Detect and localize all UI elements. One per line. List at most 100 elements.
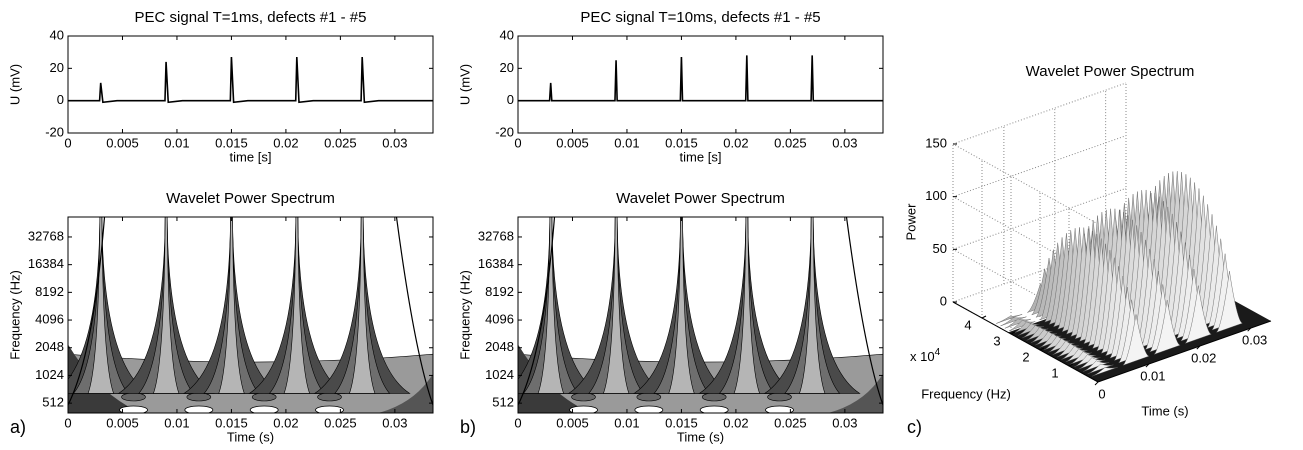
x-tick <box>1145 363 1150 368</box>
plume <box>537 217 565 394</box>
plume <box>348 217 376 394</box>
plume <box>602 217 630 394</box>
x-tick-label: 0.03 <box>832 415 857 430</box>
surface-slice <box>1035 331 1062 346</box>
panel-label: b) <box>460 417 476 437</box>
low-freq-blob <box>636 392 662 402</box>
low-freq-blob <box>186 392 212 402</box>
y-tick-label: 3 <box>993 333 1000 348</box>
y-tick-label: 2 <box>1022 349 1029 364</box>
y-tick-label: 40 <box>500 27 514 42</box>
x-tick-label: 0.01 <box>1140 368 1165 383</box>
surface-slice <box>1065 348 1092 363</box>
cone-of-influence <box>518 217 556 406</box>
x-tick-label: 0.025 <box>324 415 357 430</box>
y-tick-label: 20 <box>500 60 514 75</box>
x-tick-label: 0.015 <box>665 135 698 150</box>
x-tick-label: 0.025 <box>774 135 807 150</box>
surface-slice <box>1153 299 1181 355</box>
grid-line <box>952 135 1127 198</box>
y-tick-label: -20 <box>495 124 514 139</box>
plume <box>283 217 311 394</box>
surface-slice <box>1000 316 1027 327</box>
x-tick-label: 0 <box>514 135 521 150</box>
surface-slice <box>1122 314 1150 366</box>
y-tick-label: 16384 <box>28 256 64 271</box>
x-tick-label: 0.02 <box>723 415 748 430</box>
y-tick <box>1010 331 1016 335</box>
grid-line <box>952 240 1127 303</box>
low-freq-blob <box>315 405 344 413</box>
y-offset-base: x 10 <box>910 349 935 364</box>
surface-slice <box>1052 340 1079 355</box>
x-tick-label: 0.01 <box>164 135 189 150</box>
x-tick-label: 0.02 <box>1191 351 1216 366</box>
x-axis-label: time [s] <box>230 149 272 164</box>
x-tick-label: 0.03 <box>1242 333 1267 348</box>
plume <box>87 217 115 394</box>
y-tick-label: 8192 <box>35 284 64 299</box>
plume <box>152 217 180 394</box>
x-tick-label: 0.015 <box>215 415 248 430</box>
low-freq-blob <box>119 405 148 413</box>
x-tick-label: 0.02 <box>723 135 748 150</box>
low-freq-blob <box>699 405 729 413</box>
surface-slice <box>1087 363 1114 375</box>
cone-of-influence <box>845 217 883 406</box>
y-axis-label: Frequency (Hz) <box>7 270 22 360</box>
x-tick-label: 0 <box>64 135 71 150</box>
x-tick-label: 0.03 <box>382 135 407 150</box>
y-tick-label: 32768 <box>478 228 514 243</box>
surface-slice <box>996 314 1023 324</box>
x-tick-label: 0.005 <box>106 135 139 150</box>
x-tick-label: 0.01 <box>614 415 639 430</box>
x-tick-label: 0.015 <box>215 135 248 150</box>
surface-slice <box>1215 271 1243 333</box>
y-axis-label: U (mV) <box>7 64 22 105</box>
x-tick-label: 0.01 <box>614 135 639 150</box>
surface-slice <box>1043 335 1071 351</box>
x-tick-label: 0.015 <box>665 415 698 430</box>
panel-label: c) <box>907 417 922 437</box>
plot-frame <box>67 216 434 414</box>
y-axis-label: Frequency (Hz) <box>457 270 472 360</box>
surface-slice <box>1078 357 1105 370</box>
grid-line <box>952 143 1099 225</box>
y-axis-label: U (mV) <box>457 64 472 105</box>
x-tick-label: 0.025 <box>774 415 807 430</box>
surface-slice <box>1057 342 1084 358</box>
y-tick <box>1039 347 1045 351</box>
edge-dark <box>68 344 141 413</box>
surface-slice <box>1074 354 1101 367</box>
x-tick-label: 0 <box>514 415 521 430</box>
x-tick <box>1247 327 1252 332</box>
plume <box>218 217 245 394</box>
y-tick-label: 4 <box>964 317 971 332</box>
y-tick-label: 1 <box>1051 365 1058 380</box>
y-tick-label: 32768 <box>28 228 64 243</box>
y-tick-label: 8192 <box>485 284 514 299</box>
x-tick-label: 0 <box>1098 386 1105 401</box>
low-freq-blob <box>569 405 598 413</box>
panel-label: a) <box>10 417 26 437</box>
z-tick-label: 50 <box>933 241 947 256</box>
spectrum-field <box>518 217 883 413</box>
x-tick-label: 0.01 <box>164 415 189 430</box>
cone-of-influence <box>395 217 433 406</box>
y-axis <box>952 301 1099 383</box>
low-freq-blob <box>251 392 277 402</box>
plume <box>798 217 826 394</box>
z-tick-label: 0 <box>940 293 947 308</box>
y-tick <box>981 315 987 319</box>
y-tick-label: 0 <box>57 92 64 107</box>
surface-slice <box>1026 326 1053 341</box>
x-tick-label: 0.005 <box>106 415 139 430</box>
x-tick-label: 0.025 <box>324 135 357 150</box>
y-tick-label: 0 <box>507 92 514 107</box>
low-freq-blob <box>121 392 146 402</box>
z-axis-label: Power <box>903 203 918 241</box>
spectrum-field <box>68 217 433 413</box>
x-tick-label: 0 <box>64 415 71 430</box>
plume <box>733 217 761 394</box>
y-tick-label: 2048 <box>35 339 64 354</box>
